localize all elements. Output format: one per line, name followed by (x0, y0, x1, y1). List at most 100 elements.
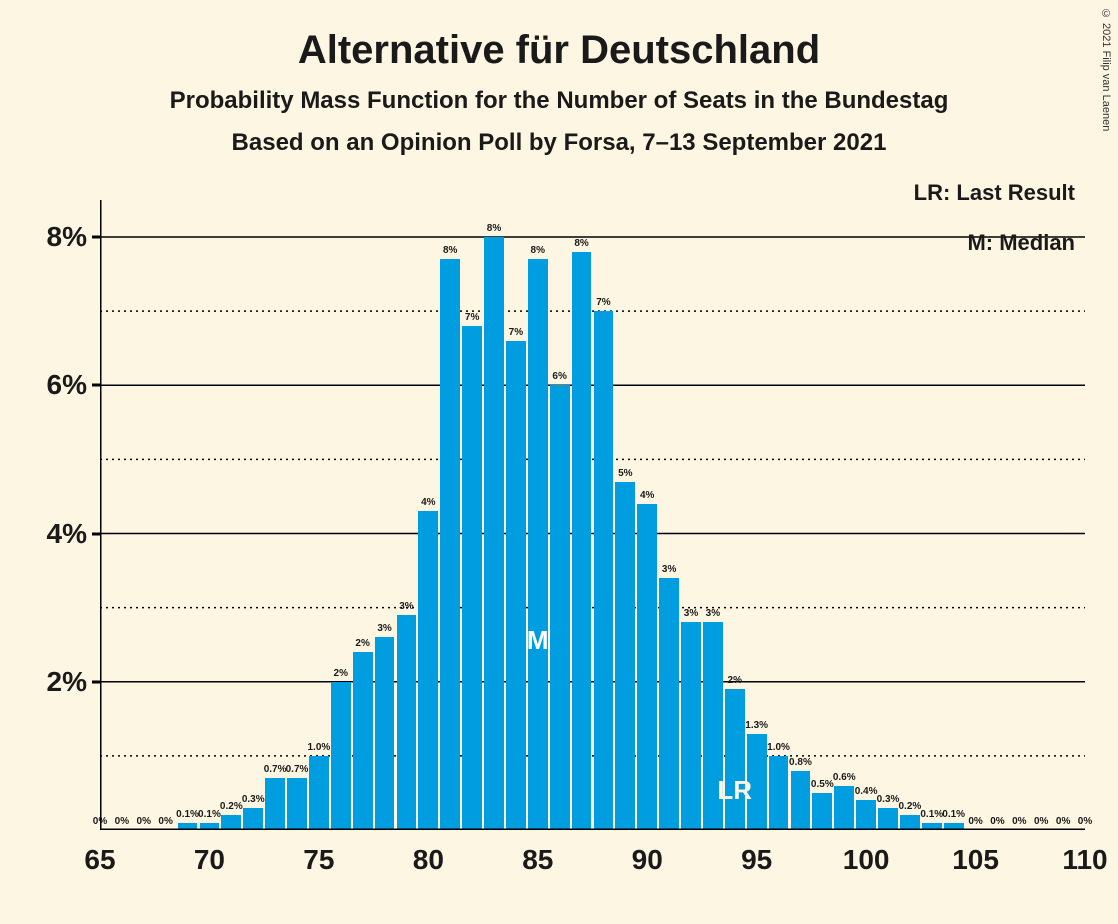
bar (331, 682, 351, 830)
bar-value-label: 8% (443, 245, 457, 256)
chart-subtitle-1: Probability Mass Function for the Number… (0, 87, 1118, 115)
bar-value-label: 7% (509, 327, 523, 338)
bar-value-label: 8% (531, 245, 545, 256)
bar-value-label: 0.1% (176, 809, 199, 820)
bar-value-label: 1.0% (767, 742, 790, 753)
chart-area: 0%0%0%0%0.1%0.1%0.2%0.3%0.7%0.7%1.0%2%2%… (100, 200, 1085, 830)
x-axis-tick-label: 95 (741, 844, 772, 876)
bar-value-label: 0.4% (855, 786, 878, 797)
x-axis-tick-label: 110 (1062, 844, 1107, 876)
bar-value-label: 0% (158, 816, 172, 827)
bar-value-label: 3% (706, 608, 720, 619)
copyright-text: © 2021 Filip van Laenen (1100, 8, 1112, 131)
bar (375, 637, 395, 830)
y-axis-tick-label: 2% (7, 666, 87, 698)
bar-value-label: 0% (137, 816, 151, 827)
bar (221, 815, 241, 830)
bar (834, 786, 854, 830)
bar (791, 771, 811, 830)
bar-value-label: 0% (1012, 816, 1026, 827)
x-axis-tick-label: 65 (84, 844, 115, 876)
bar-value-label: 0.2% (898, 801, 921, 812)
grid-svg (100, 200, 1085, 830)
bar-value-label: 4% (421, 497, 435, 508)
bar (462, 326, 482, 830)
bar-value-label: 7% (465, 312, 479, 323)
x-axis-tick-label: 85 (522, 844, 553, 876)
bar (856, 800, 876, 830)
bar-value-label: 7% (596, 297, 610, 308)
bar-value-label: 0.3% (242, 794, 265, 805)
x-axis-tick-label: 75 (303, 844, 334, 876)
bar-value-label: 8% (574, 238, 588, 249)
bar-value-label: 0.1% (198, 809, 221, 820)
bar (725, 689, 745, 830)
bar (287, 778, 307, 830)
bar (550, 385, 570, 830)
bar-value-label: 2% (334, 668, 348, 679)
chart-subtitle-2: Based on an Opinion Poll by Forsa, 7–13 … (0, 129, 1118, 157)
bar-value-label: 3% (377, 623, 391, 634)
bar-value-label: 6% (552, 371, 566, 382)
bar-value-label: 0.5% (811, 779, 834, 790)
bar (681, 622, 701, 830)
bar (812, 793, 832, 830)
bar-value-label: 0.1% (920, 809, 943, 820)
bar-value-label: 5% (618, 468, 632, 479)
bar-value-label: 0.1% (942, 809, 965, 820)
bar-value-label: 0.7% (264, 764, 287, 775)
bar-value-label: 0% (115, 816, 129, 827)
x-axis-tick-label: 100 (843, 844, 890, 876)
last-result-marker: LR (717, 775, 752, 806)
chart-titles: Alternative für Deutschland Probability … (0, 0, 1118, 157)
bar-value-label: 0% (93, 816, 107, 827)
bar-value-label: 3% (684, 608, 698, 619)
bar-value-label: 8% (487, 223, 501, 234)
legend-last-result: LR: Last Result (914, 180, 1075, 206)
bar-value-label: 3% (662, 564, 676, 575)
bar (528, 259, 548, 830)
bar-value-label: 0% (1034, 816, 1048, 827)
bar-value-label: 0% (1056, 816, 1070, 827)
bar-value-label: 0.2% (220, 801, 243, 812)
bar-value-label: 0.8% (789, 757, 812, 768)
bar (878, 808, 898, 830)
bar-value-label: 0% (1078, 816, 1092, 827)
y-axis-tick-label: 6% (7, 369, 87, 401)
x-axis-tick-label: 70 (194, 844, 225, 876)
bar (484, 237, 504, 830)
bar (243, 808, 263, 830)
bar (572, 252, 592, 830)
bar-value-label: 4% (640, 490, 654, 501)
bar-value-label: 2% (355, 638, 369, 649)
bar (440, 259, 460, 830)
bar (944, 823, 964, 830)
bar-value-label: 0% (990, 816, 1004, 827)
x-axis-tick-label: 90 (632, 844, 663, 876)
bar (418, 511, 438, 830)
y-axis-tick-label: 8% (7, 221, 87, 253)
bar (506, 341, 526, 830)
bar-value-label: 2% (728, 675, 742, 686)
bar (900, 815, 920, 830)
bar-value-label: 1.3% (745, 720, 768, 731)
x-axis-tick-label: 80 (413, 844, 444, 876)
bar (769, 756, 789, 830)
bar (178, 823, 198, 830)
chart-title: Alternative für Deutschland (0, 28, 1118, 73)
bar (200, 823, 220, 830)
x-axis-tick-label: 105 (952, 844, 999, 876)
legend-median: M: Median (967, 230, 1075, 256)
bar-value-label: 0% (968, 816, 982, 827)
bar (309, 756, 329, 830)
bar-value-label: 0.6% (833, 772, 856, 783)
bar (397, 615, 417, 830)
bar (353, 652, 373, 830)
bar (922, 823, 942, 830)
bar (637, 504, 657, 830)
bar (615, 482, 635, 830)
median-marker: M (527, 625, 549, 656)
bar (659, 578, 679, 830)
bar (594, 311, 614, 830)
bar-value-label: 1.0% (307, 742, 330, 753)
